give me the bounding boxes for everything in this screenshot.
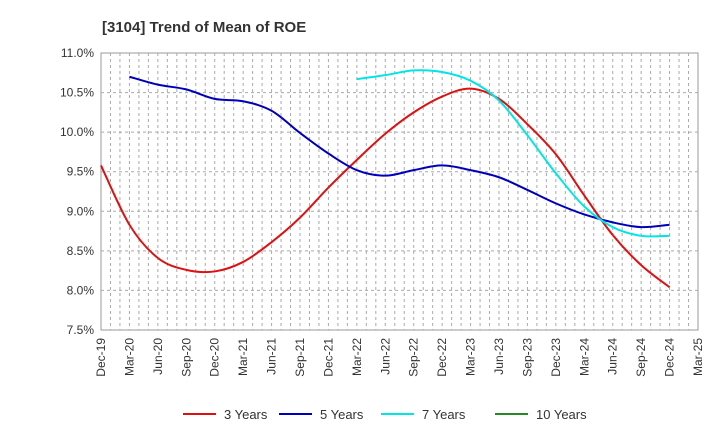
x-tick-label: Mar-23 [464,338,478,376]
x-tick-label: Sep-23 [520,338,534,377]
y-tick-label: 8.0% [67,283,95,297]
x-tick-label: Jun-22 [378,338,392,375]
x-tick-label: Mar-25 [691,338,705,376]
x-tick-label: Mar-24 [577,338,591,376]
plot-frame [100,52,699,331]
x-tick-label: Dec-21 [321,338,335,377]
legend: 3 Years 5 Years 7 Years 10 Years [183,407,587,422]
x-tick-label: Sep-21 [293,338,307,377]
x-tick-label: Dec-20 [208,338,222,377]
y-tick-label: 11.0% [61,46,94,60]
x-tick-label: Sep-24 [634,338,648,377]
x-tick-label: Mar-20 [122,338,136,376]
x-tick-label: Dec-22 [435,338,449,377]
legend-label: 3 Years [224,407,268,422]
y-tick-label: 8.5% [67,244,95,258]
y-tick-label: 9.0% [67,204,95,218]
x-tick-label: Jun-20 [151,338,165,375]
legend-label: 5 Years [320,407,364,422]
legend-label: 10 Years [536,407,587,422]
series-line-3-years [100,87,671,289]
x-tick-label: Dec-24 [663,338,677,377]
y-tick-label: 10.0% [60,125,94,139]
x-tick-label: Jun-21 [265,338,279,375]
x-tick-label: Jun-24 [606,338,620,375]
x-tick-label: Dec-19 [94,338,108,377]
x-tick-label: Jun-23 [492,338,506,375]
plot-area [100,52,699,331]
y-tick-label: 10.5% [60,86,94,100]
y-tick-label: 9.5% [67,165,95,179]
series-line-7-years [356,69,670,238]
chart-title: [3104] Trend of Mean of ROE [102,19,306,36]
x-tick-label: Dec-23 [549,338,563,377]
grid [101,53,698,330]
x-tick-label: Mar-22 [350,338,364,376]
legend-label: 7 Years [422,407,466,422]
y-tick-label: 7.5% [67,323,95,337]
x-axis: Dec-19 Mar-20 Jun-20 Sep-20 Dec-20 Mar-21 Jun-… [94,338,705,377]
x-tick-label: Mar-21 [236,338,250,376]
y-axis: 11.0% 10.5% 10.0% 9.5% 9.0% 8.5% 8.0% 7.5% [60,46,94,337]
x-tick-label: Sep-20 [179,338,193,377]
x-tick-label: Sep-22 [407,338,421,377]
series-line-5-years [129,75,670,229]
series-lines [100,69,671,289]
